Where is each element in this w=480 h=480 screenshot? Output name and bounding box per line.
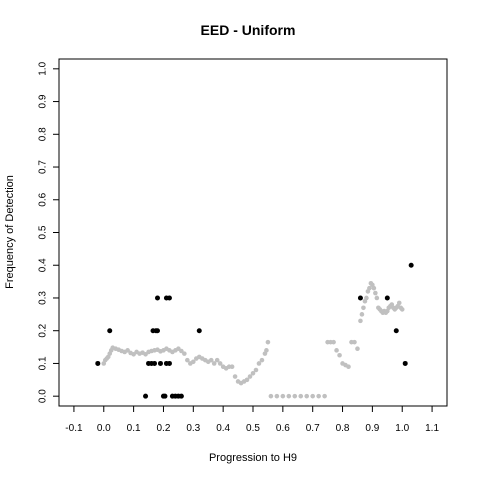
data-point (253, 367, 259, 373)
y-tick-label: 0.4 (38, 258, 49, 272)
y-tick-label: 0.3 (38, 291, 49, 305)
data-point (371, 285, 377, 291)
data-point (217, 361, 223, 366)
x-tick-label: 0.9 (365, 423, 379, 434)
data-point (256, 361, 262, 366)
points-layer (95, 262, 414, 399)
y-tick-label: 0.7 (38, 160, 49, 174)
x-axis: -0.1 0.0 0.1 0.2 0.3 0.4 0.5 0.6 0.7 0.8 0.9 1.0 1.1 (65, 406, 439, 434)
data-point (361, 305, 366, 311)
y-axis-label: Frequency of Detection (4, 175, 16, 289)
data-point (396, 300, 402, 306)
data-point (358, 318, 363, 324)
data-point (402, 360, 408, 366)
data-point (191, 359, 196, 365)
y-tick-label: 0.1 (38, 356, 49, 370)
data-point (274, 393, 280, 399)
data-point (250, 370, 256, 376)
data-point (373, 290, 378, 296)
y-axis: 0.0 0.1 0.2 0.3 0.4 0.5 0.6 0.7 0.8 0.9 1.0 (38, 61, 59, 403)
data-point (408, 262, 414, 268)
data-point (310, 393, 315, 399)
data-point (322, 393, 327, 399)
x-tick-label: 0.6 (276, 423, 290, 434)
x-tick-label: 0.2 (157, 423, 171, 434)
data-point (331, 339, 336, 345)
data-point (166, 360, 172, 366)
x-tick-label: 1.1 (425, 423, 439, 434)
data-point (399, 307, 405, 312)
data-point (268, 393, 274, 399)
data-point (214, 357, 220, 363)
data-point (232, 374, 238, 379)
x-tick-label: 0.7 (306, 423, 320, 434)
data-point (292, 393, 298, 399)
data-point (393, 328, 399, 334)
x-tick-label: 0.8 (336, 423, 350, 434)
data-point (125, 348, 130, 353)
x-tick-label: 0.0 (97, 423, 111, 434)
data-point (162, 393, 168, 399)
x-tick-label: 0.5 (246, 423, 260, 434)
plot-frame (58, 58, 448, 407)
data-point (154, 295, 160, 301)
x-axis-label: Progression to H9 (209, 452, 297, 464)
x-tick-label: 1.0 (395, 423, 409, 434)
y-tick-label: 0.2 (38, 323, 49, 337)
y-tick-label: 0.8 (38, 127, 49, 141)
data-point (359, 312, 365, 317)
data-point (143, 393, 149, 399)
data-point (208, 357, 214, 363)
series-gray (101, 280, 405, 399)
data-point (244, 377, 250, 383)
series-black (95, 262, 414, 399)
data-point (346, 364, 351, 370)
data-point (179, 348, 184, 354)
data-point (367, 285, 372, 291)
data-point (182, 351, 187, 356)
data-point (352, 339, 357, 345)
y-tick-label: 0.9 (38, 94, 49, 108)
data-point (304, 393, 310, 399)
data-point (152, 360, 158, 366)
data-point (95, 360, 101, 366)
data-point (316, 393, 321, 399)
y-tick-label: 1.0 (38, 61, 49, 75)
data-point (154, 328, 160, 334)
data-point (374, 295, 380, 301)
y-tick-label: 0.5 (38, 225, 49, 239)
x-tick-label: -0.1 (65, 423, 83, 434)
data-point (357, 295, 363, 301)
data-point (384, 295, 390, 301)
x-tick-label: 0.4 (216, 423, 230, 434)
data-point (229, 364, 235, 370)
chart-title: EED - Uniform (201, 22, 296, 38)
data-point (247, 374, 253, 379)
x-tick-label: 0.1 (127, 423, 141, 434)
data-point (265, 339, 271, 345)
data-point (334, 348, 339, 353)
data-point (196, 328, 202, 334)
data-point (264, 348, 269, 353)
data-point (166, 295, 172, 301)
data-point (211, 361, 217, 366)
data-point (185, 357, 190, 363)
data-point (280, 393, 286, 399)
data-point (286, 393, 292, 399)
data-point (355, 346, 360, 352)
data-point (178, 393, 184, 399)
data-point (157, 360, 163, 366)
data-point (298, 393, 304, 399)
data-point (364, 295, 369, 301)
y-tick-label: 0.0 (38, 389, 49, 403)
y-tick-label: 0.6 (38, 192, 49, 206)
x-tick-label: 0.3 (186, 423, 200, 434)
data-point (259, 357, 265, 363)
data-point (337, 352, 342, 358)
data-point (107, 328, 113, 334)
